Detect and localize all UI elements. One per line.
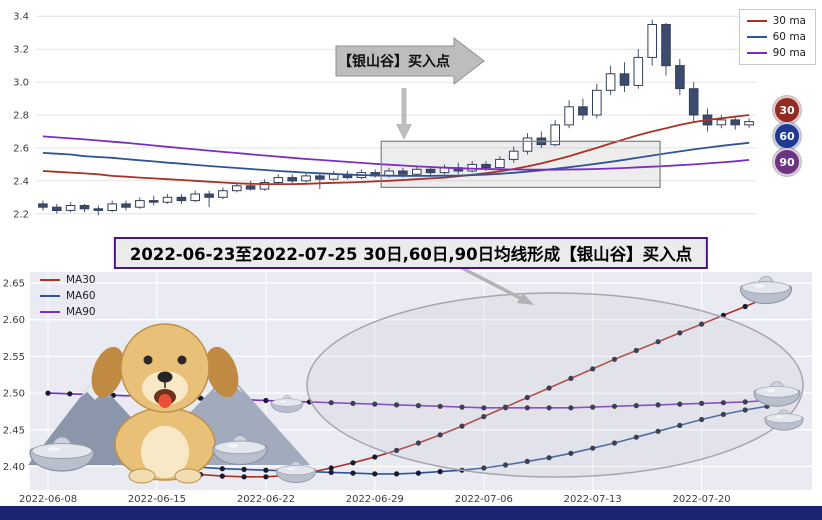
legend-item-60ma: 60 ma — [746, 31, 806, 43]
x-tick-label: 2022-06-08 — [19, 494, 77, 505]
ma30-badge: 30 — [773, 96, 801, 124]
legend-label: 30 ma — [772, 15, 806, 27]
ma30-line-swatch-icon — [746, 20, 767, 22]
x-tick-label: 2022-07-13 — [564, 494, 622, 505]
legend-item-ma60: MA60 — [40, 290, 96, 302]
legend-label: MA90 — [66, 306, 96, 318]
legend-label: MA30 — [66, 274, 96, 286]
svg-text:2.8: 2.8 — [13, 111, 29, 122]
legend-item-ma90: MA90 — [40, 306, 96, 318]
ma90-line-swatch-icon — [746, 52, 767, 54]
bottom-ma-line-chart: 2.40 2.45 2.50 2.55 2.60 2.65 2022-06-08 2022-0… — [3, 272, 812, 505]
x-tick-label: 2022-06-15 — [128, 494, 186, 505]
svg-text:2.50: 2.50 — [3, 389, 25, 400]
legend-label: 90 ma — [772, 47, 806, 59]
top-candlestick-chart: 2.2 2.4 2.6 2.8 3.0 3.2 3.4 【银山谷】买入点 — [13, 12, 756, 220]
ma90-line-swatch-icon — [40, 311, 60, 313]
svg-text:3.0: 3.0 — [13, 78, 29, 89]
x-tick-label: 2022-07-20 — [673, 494, 731, 505]
buy-point-annotation: 【银山谷】买入点 — [335, 36, 485, 140]
svg-text:2.2: 2.2 — [13, 209, 29, 220]
x-tick-label: 2022-06-22 — [237, 494, 295, 505]
svg-text:3.4: 3.4 — [13, 12, 29, 23]
ma60-line-swatch-icon — [746, 36, 767, 38]
legend-item-30ma: 30 ma — [746, 15, 806, 27]
legend-label: 60 ma — [772, 31, 806, 43]
svg-text:2.45: 2.45 — [3, 425, 25, 436]
pattern-summary-banner: 2022-06-23至2022-07-25 30日,60日,90日均线形成【银山… — [113, 237, 709, 269]
ma90-badge: 90 — [773, 148, 801, 176]
ma60-badge: 60 — [773, 122, 801, 150]
bottom-bar — [0, 506, 822, 520]
candles-group — [38, 19, 754, 216]
top-grid: 2.2 2.4 2.6 2.8 3.0 3.2 3.4 — [13, 12, 756, 220]
bottom-chart-legend: MA30 MA60 MA90 — [40, 274, 96, 318]
ma60-line-swatch-icon — [40, 295, 60, 297]
ma-lines-group — [42, 114, 750, 186]
ma30-line-swatch-icon — [40, 279, 60, 281]
legend-item-ma30: MA30 — [40, 274, 96, 286]
svg-text:2.40: 2.40 — [3, 462, 25, 473]
silver-valley-highlight-box — [381, 141, 661, 188]
svg-text:3.2: 3.2 — [13, 45, 29, 56]
svg-text:2.55: 2.55 — [3, 352, 25, 363]
svg-text:2.65: 2.65 — [3, 279, 25, 290]
svg-text:2.60: 2.60 — [3, 315, 25, 326]
legend-label: MA60 — [66, 290, 96, 302]
svg-text:2.6: 2.6 — [13, 143, 29, 154]
svg-text:2.4: 2.4 — [13, 176, 29, 187]
legend-item-90ma: 90 ma — [746, 47, 806, 59]
svg-text:【银山谷】买入点: 【银山谷】买入点 — [338, 53, 450, 70]
x-tick-label: 2022-06-29 — [346, 494, 404, 505]
x-tick-label: 2022-07-06 — [455, 494, 513, 505]
plot-background — [30, 272, 812, 490]
top-chart-legend: 30 ma 60 ma 90 ma — [738, 9, 816, 65]
